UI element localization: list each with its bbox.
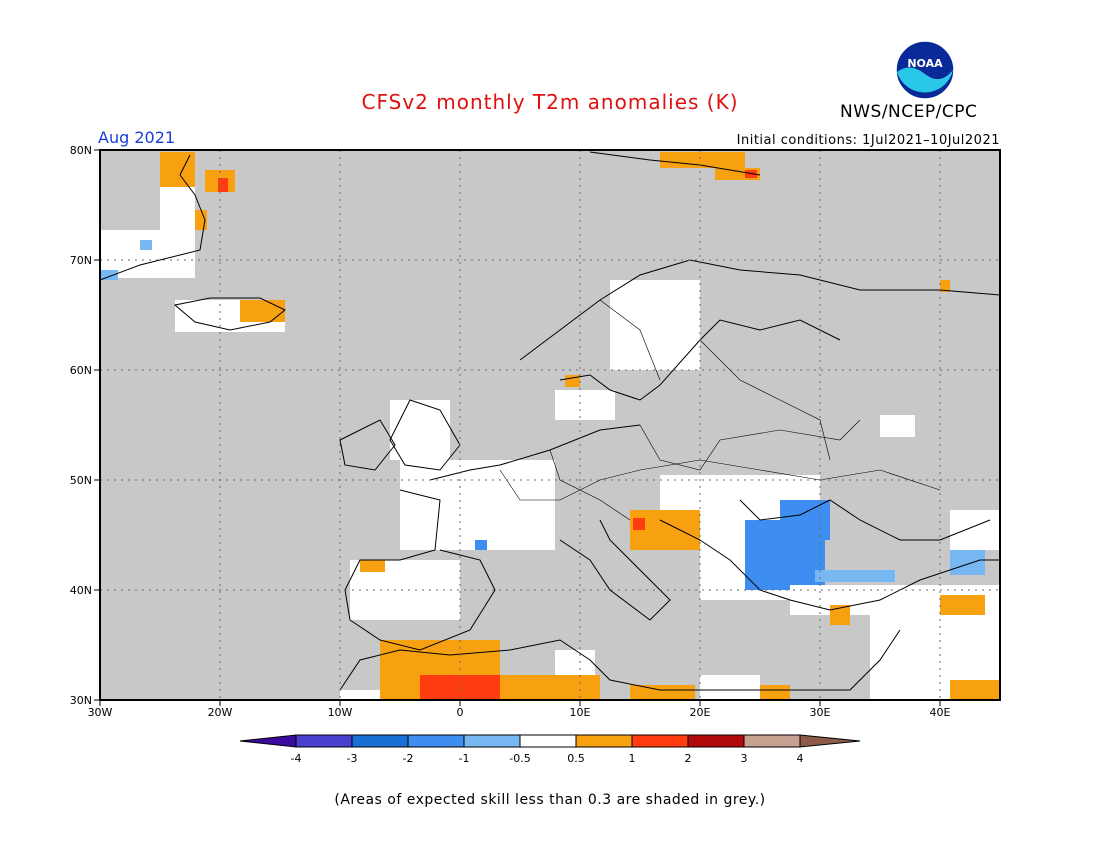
agency-label: NWS/NCEP/CPC bbox=[840, 102, 978, 122]
lon-label: 30E bbox=[810, 706, 831, 719]
graticule bbox=[100, 150, 1000, 700]
lon-label: 20W bbox=[208, 706, 233, 719]
map-area bbox=[99, 149, 1001, 701]
legend-arrow-low bbox=[239, 734, 297, 748]
legend-tick-label: -1 bbox=[459, 752, 470, 765]
legend-tick-label: 1 bbox=[629, 752, 636, 765]
forecast-period: Aug 2021 bbox=[98, 128, 176, 147]
legend-swatch bbox=[295, 734, 353, 748]
legend-tick-label: -4 bbox=[291, 752, 302, 765]
lat-label: 80N bbox=[70, 144, 92, 157]
anomaly-patches bbox=[100, 152, 1000, 700]
legend-swatch bbox=[519, 734, 577, 748]
lat-label: 40N bbox=[70, 584, 92, 597]
legend-tick-label: -2 bbox=[403, 752, 414, 765]
legend-tick-label: -3 bbox=[347, 752, 358, 765]
lon-label: 0 bbox=[457, 706, 464, 719]
skill-footnote: (Areas of expected skill less than 0.3 a… bbox=[334, 792, 766, 808]
legend-tick-label: 0.5 bbox=[567, 752, 585, 765]
map-title: CFSv2 monthly T2m anomalies (K) bbox=[361, 90, 739, 114]
legend-swatch bbox=[687, 734, 745, 748]
legend-tick-label: -0.5 bbox=[509, 752, 530, 765]
lat-label: 70N bbox=[70, 254, 92, 267]
borders bbox=[499, 299, 941, 521]
lat-label: 60N bbox=[70, 364, 92, 377]
logo-text: NOAA bbox=[907, 57, 943, 70]
legend-swatch bbox=[351, 734, 409, 748]
legend-arrow-high bbox=[799, 734, 861, 748]
legend-swatch bbox=[631, 734, 689, 748]
legend-swatch bbox=[407, 734, 465, 748]
lon-label: 20E bbox=[690, 706, 711, 719]
legend-swatch bbox=[743, 734, 801, 748]
lon-label: 30W bbox=[88, 706, 113, 719]
color-legend: -4 -3 -2 -1 -0.5 0.5 1 2 3 4 bbox=[239, 734, 861, 765]
map-frame bbox=[99, 149, 1001, 701]
lat-label: 30N bbox=[70, 694, 92, 707]
axis-ticks bbox=[94, 149, 941, 706]
lon-label: 10W bbox=[328, 706, 353, 719]
low-skill-background bbox=[100, 150, 1000, 700]
axis-labels: 30W 20W 10W 0 10E 20E 30E 40E 30N 40N 50… bbox=[70, 144, 951, 719]
legend-tick-label: 2 bbox=[685, 752, 692, 765]
initial-conditions: Initial conditions: 1Jul2021–10Jul2021 bbox=[736, 133, 1000, 148]
legend-swatch bbox=[575, 734, 633, 748]
lon-label: 10E bbox=[570, 706, 591, 719]
noaa-logo: NOAA bbox=[895, 40, 955, 100]
legend-tick-label: 4 bbox=[797, 752, 804, 765]
legend-swatch bbox=[463, 734, 521, 748]
coastlines bbox=[99, 151, 1001, 691]
lat-label: 50N bbox=[70, 474, 92, 487]
lon-label: 40E bbox=[930, 706, 951, 719]
legend-tick-label: 3 bbox=[741, 752, 748, 765]
